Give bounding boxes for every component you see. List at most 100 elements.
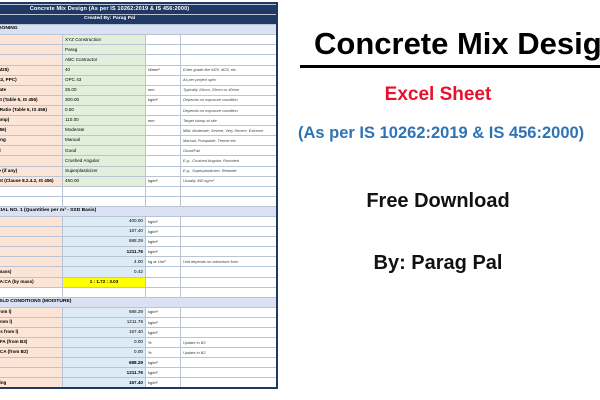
row-value[interactable]: Superplasticizer	[62, 165, 146, 177]
row-unit: N/mm²	[145, 64, 181, 76]
sheet-title: Concrete Mix Design (As per IS 10262:201…	[0, 4, 276, 16]
table-row[interactable]: Maximum Water-Cement Ratio (Table 5, IS …	[0, 104, 276, 117]
row-note: Update in B3	[180, 337, 276, 349]
row-value[interactable]: 110.00	[62, 115, 146, 127]
table-row[interactable]: CA SSD Quantity (basis from l)1211.76kg/…	[0, 316, 276, 329]
sheet-author: Created By: Parag Pal	[0, 14, 276, 26]
row-note: As per project spec	[180, 74, 276, 86]
row-label: Method of Concrete Placing	[0, 135, 63, 147]
table-row[interactable]: Project NameXYZ Construction	[0, 34, 276, 46]
row-value[interactable]: 25.00	[62, 84, 146, 96]
row-label: Free Surface Moisture in FA (from B3)	[0, 337, 63, 349]
table-row[interactable]: Cement Type (e.g., OPC 43, PPC)OPC 43 As …	[0, 74, 276, 86]
row-note	[180, 236, 276, 248]
table-row[interactable]: Designed ByParag	[0, 44, 276, 56]
table-row[interactable]: Free Surface Moisture in FA (from B3)0.0…	[0, 337, 276, 349]
spreadsheet-panel[interactable]: Concrete Mix Design (As per IS 10262:201…	[0, 2, 278, 389]
row-value[interactable]: 1211.76	[62, 246, 146, 258]
table-row[interactable]: Exposure Condition (IS 456)Moderate Mild,…	[0, 125, 276, 137]
row-value[interactable]: ABC Contractor	[62, 54, 146, 66]
row-note	[180, 306, 276, 318]
row-unit: kg/m³	[145, 367, 181, 379]
row-value[interactable]: 167.40	[62, 377, 146, 387]
row-label: Client / Contractor	[0, 54, 63, 66]
row-value[interactable]: Parag	[62, 44, 146, 56]
row-note	[180, 276, 276, 288]
row-label: Water-Cement Ratio (by mass)	[0, 266, 63, 278]
table-row[interactable]: Maximum Cement Content (Clause 8.2.4.2, …	[0, 175, 276, 187]
row-label: Minimum Cement Content (Table 5, IS 456)	[0, 94, 63, 106]
row-value[interactable]: 688.29	[62, 357, 146, 369]
table-row[interactable]: Water Quantity (SSD basis from l)167.40k…	[0, 326, 276, 339]
row-value[interactable]: 300.00	[62, 94, 146, 106]
table-row[interactable]: Workability Required (Slump)110.00mmTarg…	[0, 115, 276, 127]
row-note: Good/Fair	[180, 145, 276, 157]
table-row[interactable]: FA SSD Quantity (basis from l)688.29kg/m…	[0, 306, 276, 318]
row-label: Degree of Quality Control	[0, 145, 63, 157]
row-note	[180, 357, 276, 369]
row-unit	[145, 34, 181, 46]
row-value[interactable]: 4.00	[62, 256, 146, 268]
table-row[interactable]: Chemical Admixture Type (if any)Superpla…	[0, 165, 276, 177]
field-rows[interactable]: FA SSD Quantity (basis from l)688.29kg/m…	[0, 306, 276, 387]
row-value[interactable]: Good	[62, 145, 146, 157]
row-note: Unit depends on admixture form	[180, 256, 276, 268]
row-unit: kg/m³	[145, 246, 181, 258]
row-value[interactable]: 1211.76	[62, 367, 146, 379]
sheet-author-row: Created By: Parag Pal	[0, 14, 276, 26]
row-value[interactable]: 40	[62, 64, 146, 76]
row-value[interactable]: Crushed Angular	[62, 155, 146, 167]
row-value[interactable]: 1211.76	[62, 316, 146, 329]
table-row[interactable]: Degree of Quality ControlGood Good/Fair	[0, 145, 276, 157]
table-row[interactable]: Minimum Cement Content (Table 5, IS 456)…	[0, 94, 276, 106]
table-row[interactable]: Client / ContractorABC Contractor	[0, 54, 276, 66]
row-value[interactable]: 0.00	[62, 347, 146, 359]
row-value[interactable]: 400.00	[62, 215, 146, 228]
sheet-title-row: Concrete Mix Design (As per IS 10262:201…	[0, 4, 276, 16]
row-note	[180, 316, 276, 329]
row-unit: kg/m³	[145, 316, 181, 329]
row-note: Mild, Moderate, Severe, Very Severe, Ext…	[180, 125, 276, 137]
table-row[interactable]: Method of Concrete PlacingManual Manual, …	[0, 135, 276, 147]
row-value[interactable]: OPC 43	[62, 74, 146, 86]
row-value[interactable]: 688.29	[62, 306, 146, 318]
row-value[interactable]: Moderate	[62, 125, 146, 137]
section-inputs-label: INPUTS FOR PROPORTIONING	[0, 24, 276, 36]
table-row[interactable]: Grade of Concrete (e.g., M25)40N/mm²Ente…	[0, 64, 276, 76]
row-value[interactable]: 688.29	[62, 236, 146, 248]
row-value[interactable]: 167.40	[62, 326, 146, 339]
table-row[interactable]: Water-Cement Ratio (by mass)0.42	[0, 266, 276, 278]
row-unit	[145, 54, 181, 66]
table-row[interactable]: Type of AggregateCrushed Angular E.g., Cr…	[0, 155, 276, 167]
row-unit: kg/m³	[145, 357, 181, 369]
row-value[interactable]: 0.50	[62, 104, 146, 117]
row-value[interactable]: XYZ Construction	[62, 34, 146, 46]
inputs-rows[interactable]: Project NameXYZ ConstructionDesigned ByP…	[0, 34, 276, 187]
row-value[interactable]: 0.00	[62, 337, 146, 349]
table-row[interactable]: Maximum Size of Aggregate25.00mmTypicall…	[0, 84, 276, 96]
row-value[interactable]: 450.00	[62, 175, 146, 187]
row-value[interactable]: 167.40	[62, 226, 146, 238]
row-value[interactable]: Manual	[62, 135, 146, 147]
section-field: ADJUSTMENTS FOR FIELD CONDITIONS (MOISTU…	[0, 296, 276, 308]
row-unit	[145, 276, 181, 288]
promo-free-download: Free Download	[366, 190, 510, 212]
table-row[interactable]: Mix Proportion Cement:FA:CA (by mass)1 :…	[0, 276, 276, 288]
row-label: Water	[0, 226, 63, 238]
table-row[interactable]: Free Surface Moisture in CA (from B2)0.0…	[0, 347, 276, 359]
row-value[interactable]: 0.42	[62, 266, 146, 278]
mix-design-table[interactable]: Concrete Mix Design (As per IS 10262:201…	[0, 4, 276, 387]
row-unit: mm	[145, 115, 181, 127]
row-value[interactable]: 1 : 1.72 : 3.03	[62, 276, 146, 288]
promo-panel: Concrete Mix Design Excel Sheet (As per …	[298, 0, 600, 400]
row-unit: kg/m³	[145, 377, 181, 387]
